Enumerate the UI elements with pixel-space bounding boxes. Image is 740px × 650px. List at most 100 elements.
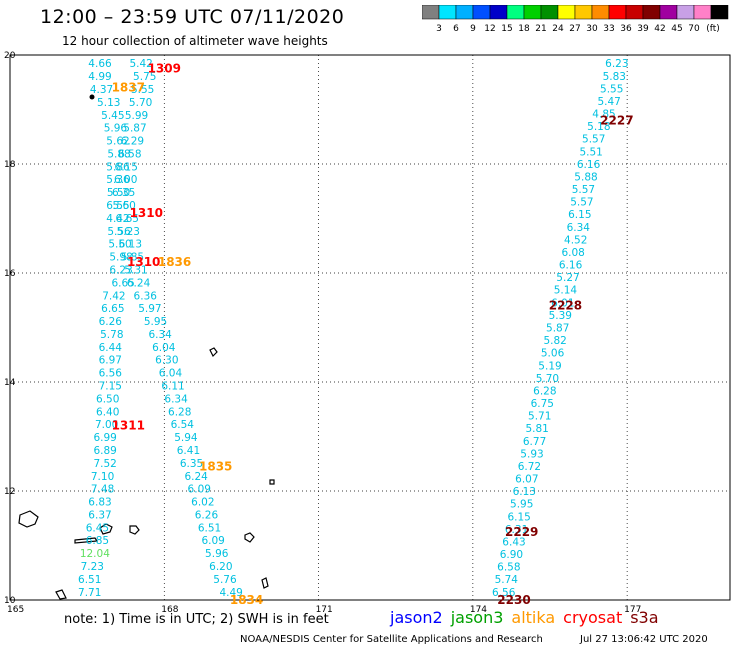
wave-height-label: 6.15 (115, 161, 138, 173)
wave-height-label: 6.23 (109, 264, 132, 276)
island-outline (99, 523, 113, 535)
wave-height-label: 6.41 (177, 445, 200, 457)
wave-height-label: 6.23 (605, 58, 628, 70)
wave-height-label: 6.97 (99, 355, 122, 367)
island-outline (18, 510, 39, 528)
pass-time-label: 1834 (230, 593, 263, 607)
legend-jason2: jason2 (390, 608, 443, 627)
colorbar-swatch (710, 5, 729, 20)
wave-height-label: 5.39 (549, 310, 572, 322)
wave-height-label: 5.93 (520, 448, 543, 460)
wave-height-label: 5.18 (587, 121, 610, 133)
wave-height-label: 5.51 (579, 146, 602, 158)
legend-s3a: s3a (630, 608, 659, 627)
wave-height-label: 5.55 (131, 84, 154, 96)
wave-height-label: 6.56 (99, 368, 123, 380)
wave-height-label: 6.28 (533, 385, 556, 397)
colorbar-label: 15 (501, 24, 512, 34)
island-outline (269, 479, 275, 485)
wave-height-label: 6.43 (502, 536, 525, 548)
wave-height-label: 5.31 (124, 264, 147, 276)
wave-height-label: 5.60 (112, 200, 135, 212)
wave-height-label: 6.85 (86, 535, 109, 547)
wave-height-label: 6.20 (209, 561, 232, 573)
wave-height-label: 5.55 (600, 83, 623, 95)
wave-height-label: 6.83 (88, 497, 111, 509)
legend-altika: altika (511, 608, 556, 627)
wave-height-label: 6.31 (505, 524, 528, 536)
wave-height-label: 5.45 (101, 110, 124, 122)
page-title: 12:00 – 23:59 UTC 07/11/2020 (40, 6, 345, 28)
lat-tick-label: 20 (4, 51, 16, 61)
island-outline (244, 532, 255, 543)
lat-tick-label: 14 (4, 378, 16, 388)
wave-height-label: 7.00 (95, 419, 118, 431)
satellite-legend: jason2 jason3 altika cryosat s3a (390, 608, 667, 627)
pass-time-label: 1835 (199, 459, 232, 473)
wave-height-label: 5.98 (109, 252, 132, 264)
colorbar-label: 30 (586, 24, 598, 34)
lon-tick-label: 171 (316, 605, 333, 615)
wave-height-label: 5.57 (572, 184, 595, 196)
island-outline (129, 525, 140, 535)
colorbar-label: 39 (637, 24, 649, 34)
wave-height-label: 6.24 (127, 277, 151, 289)
colorbar-label: 24 (552, 24, 564, 34)
wave-height-label: 7.42 (102, 290, 125, 302)
wave-height-label: 7.48 (91, 484, 114, 496)
wave-height-label: 5.74 (495, 574, 519, 586)
wave-height-label: 5.78 (100, 329, 123, 341)
wave-height-label: 6.65 (101, 303, 124, 315)
wave-height-label: 5.83 (603, 71, 626, 83)
colorbar-label: 33 (603, 24, 614, 34)
wave-height-label: 6.37 (88, 509, 111, 521)
wave-height-label: 6.24 (184, 471, 208, 483)
pass-time-label: 1309 (148, 62, 181, 76)
wave-height-label: 5.87 (546, 323, 569, 335)
wave-height-label: 6.35 (112, 187, 135, 199)
wave-height-label: 6.09 (201, 535, 224, 547)
colorbar-label: 45 (671, 24, 682, 34)
pass-time-label: 1836 (158, 255, 191, 269)
wave-height-label: 6.40 (96, 406, 119, 418)
colorbar-label: (ft) (706, 24, 720, 34)
pass-time-label: 2229 (505, 525, 538, 539)
wave-height-label: 4.52 (564, 234, 587, 246)
pass-time-label: 1311 (112, 419, 145, 433)
wave-height-label: 6.08 (561, 247, 584, 259)
wave-height-label: 6.36 (134, 290, 158, 302)
wave-height-label: 4.66 (88, 58, 112, 70)
wave-height-label: 6.99 (93, 432, 116, 444)
colorbar-label: 18 (518, 24, 530, 34)
colorbar-label: 9 (470, 24, 476, 34)
page-subtitle: 12 hour collection of altimeter wave hei… (62, 34, 328, 48)
wave-height-label: 5.36 (106, 174, 130, 186)
wave-height-label: 5.94 (174, 432, 198, 444)
lat-tick-label: 16 (4, 269, 16, 279)
colorbar-label: 36 (620, 24, 632, 34)
wave-height-label: 5.96 (205, 548, 229, 560)
lon-tick-label: 174 (470, 605, 487, 615)
wave-height-label: 4.37 (90, 84, 113, 96)
island-dot (89, 94, 95, 100)
wave-height-label: 4.85 (592, 109, 615, 121)
wave-height-label: 6.11 (161, 381, 184, 393)
wave-height-label: 6.58 (497, 562, 520, 574)
colorbar-label: 12 (484, 24, 495, 34)
wave-height-label: 6.34 (164, 393, 188, 405)
colorbar-label: 42 (654, 24, 665, 34)
wave-height-label: 6.54 (171, 419, 195, 431)
wave-height-label: 5.82 (543, 335, 566, 347)
colorbar-label: 6 (453, 24, 459, 34)
wave-height-label: 6.09 (188, 484, 211, 496)
timestamp: Jul 27 13:06:42 UTC 2020 (580, 634, 708, 645)
colorbar-label: 21 (535, 24, 546, 34)
wave-height-label: 5.13 (97, 97, 120, 109)
lon-tick-label: 165 (7, 605, 24, 615)
pass-time-label: 2227 (600, 113, 633, 127)
wave-height-label: 6.45 (86, 522, 109, 534)
wave-height-label: 5.81 (525, 423, 548, 435)
wave-height-label: 5.87 (123, 123, 146, 135)
pass-time-label: 1837 (112, 81, 145, 95)
